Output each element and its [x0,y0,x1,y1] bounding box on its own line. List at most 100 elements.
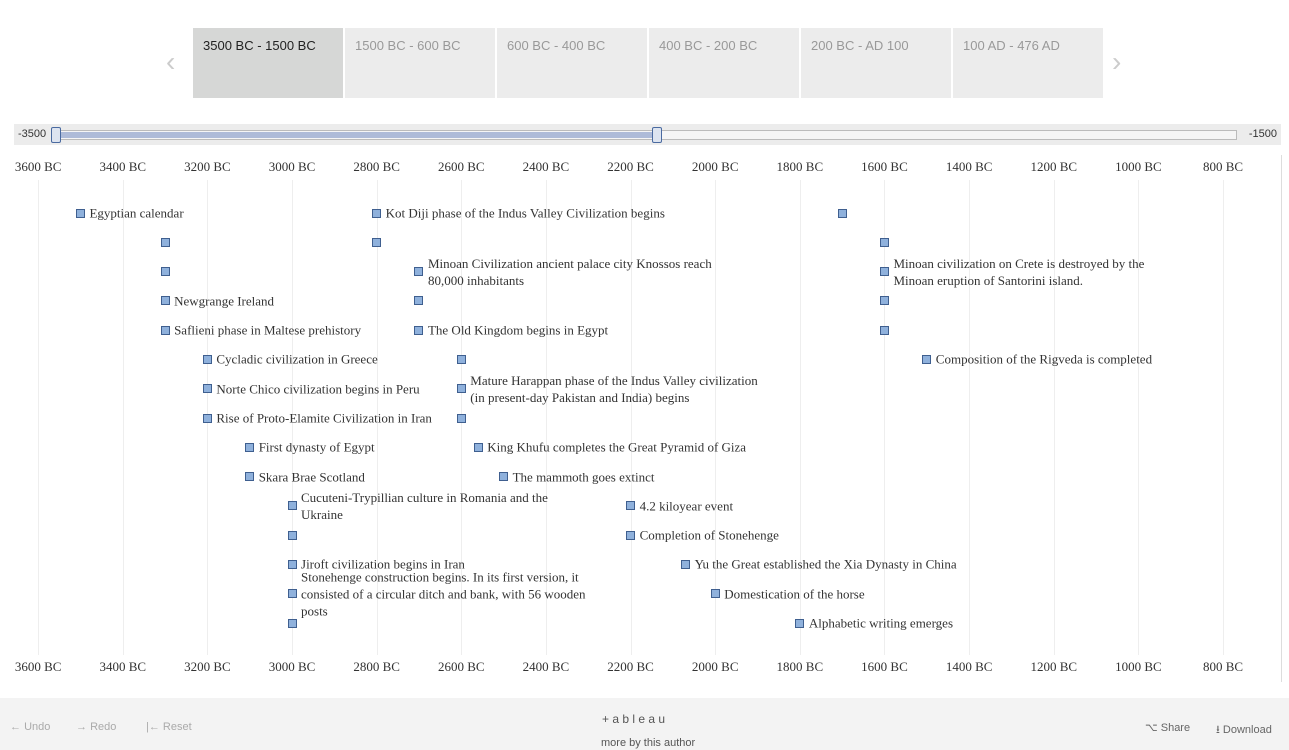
slider-handle[interactable] [51,127,61,143]
event-marker[interactable] [456,354,466,364]
event-marker[interactable] [287,589,297,599]
x-tick-label: 3400 BC [99,159,147,174]
grid-line [1223,180,1225,655]
event-marker[interactable] [837,208,847,218]
event-marker[interactable] [287,618,297,628]
event-marker[interactable] [626,530,636,540]
event-marker[interactable] [160,267,170,277]
event-marker[interactable] [499,472,509,482]
event-label: Egyptian calendar [89,205,184,221]
event-marker[interactable] [202,354,212,364]
share-text: Share [1160,722,1191,734]
event-label: Completion of Stonehenge [639,527,779,543]
event-marker[interactable] [75,208,85,218]
event-marker[interactable] [626,501,636,511]
event-marker[interactable] [879,296,889,306]
event-marker[interactable] [922,354,932,364]
event-label: Composition of the Rigveda is completed [935,351,1153,367]
toolbar [0,698,1289,750]
grid-line [292,180,294,655]
event-marker[interactable] [202,413,212,423]
next-arrow[interactable]: › [1112,46,1122,77]
reset-button[interactable]: |← Reset [146,721,192,733]
grid-line [1053,180,1055,655]
event-marker[interactable] [879,325,889,335]
author-link[interactable]: more by this author [601,737,696,749]
event-marker[interactable] [372,237,382,247]
grid-line [799,180,801,655]
event-marker[interactable] [287,501,297,511]
period-tab[interactable]: 400 BC - 200 BC [649,28,799,98]
event-marker[interactable] [473,442,483,452]
download-button[interactable]: ⭳ Download [1216,724,1272,736]
grid-line [884,180,886,655]
x-tick-label: 3400 BC [99,659,147,674]
event-marker[interactable] [456,413,466,423]
period-tab[interactable]: 100 AD - 476 AD [953,28,1103,98]
x-tick-label: 800 BC [1202,659,1244,674]
x-tick-label: 3200 BC [184,159,231,174]
share-button[interactable]: ⌥ Share [1145,722,1191,734]
event-marker[interactable] [456,384,466,394]
x-tick-label: 1200 BC [1030,659,1078,674]
event-label: Alphabetic writing emerges [808,615,954,631]
x-tick-label: 1600 BC [861,659,908,674]
x-tick-label: 3000 BC [268,159,316,174]
event-label: Saflieni phase in Maltese prehistory [174,322,362,338]
x-tick-label: 2800 BC [353,659,400,674]
event-marker[interactable] [795,618,805,628]
event-marker[interactable] [879,237,889,247]
event-marker[interactable] [287,559,297,569]
grid-line [715,180,717,655]
x-tick-label: 3600 BC [14,159,62,174]
event-marker[interactable] [245,442,255,452]
undo-text: Undo [24,721,51,733]
download-text: Download [1222,724,1272,736]
grid-line [38,180,40,655]
period-tab[interactable]: 3500 BC - 1500 BC [193,28,343,98]
event-label: The Old Kingdom begins in Egypt [427,322,609,338]
x-tick-label: 3000 BC [268,659,316,674]
event-marker[interactable] [710,589,720,599]
undo-button[interactable]: ← Undo [10,721,51,733]
period-tab[interactable]: 200 BC - AD 100 [801,28,951,98]
redo-button[interactable]: → Redo [76,721,117,733]
x-tick-label: 800 BC [1202,159,1244,174]
period-tab[interactable]: 1500 BC - 600 BC [345,28,495,98]
event-marker[interactable] [372,208,382,218]
x-tick-label: 1400 BC [945,659,993,674]
event-marker[interactable] [414,325,424,335]
event-marker[interactable] [414,296,424,306]
event-label: Minoan Civilization ancient palace city … [427,255,712,288]
event-label: King Khufu completes the Great Pyramid o… [487,439,747,455]
grid-line [1138,180,1140,655]
event-marker[interactable] [160,237,170,247]
grid-line [122,180,124,655]
prev-arrow[interactable]: ‹ [166,46,176,77]
grid-line [545,180,547,655]
event-label: Stonehenge construction begins. In its f… [301,569,586,619]
event-label: Minoan civilization on Crete is destroye… [893,255,1145,288]
x-tick-label: 1000 BC [1115,659,1162,674]
event-label: Rise of Proto-Elamite Civilization in Ir… [216,410,432,426]
event-label: Newgrange Ireland [174,293,275,309]
event-marker[interactable] [245,472,255,482]
event-label: The mammoth goes extinct [512,469,655,485]
x-tick-label: 1000 BC [1115,159,1162,174]
event-label: Yu the Great established the Xia Dynasty… [694,556,957,572]
event-marker[interactable] [160,296,170,306]
x-tick-label: 2000 BC [691,659,739,674]
slider-handle[interactable] [652,127,662,143]
event-marker[interactable] [879,267,889,277]
x-tick-label: 2000 BC [691,159,739,174]
event-marker[interactable] [160,325,170,335]
event-marker[interactable] [414,267,424,277]
period-tab[interactable]: 600 BC - 400 BC [497,28,647,98]
event-marker[interactable] [287,530,297,540]
x-tick-label: 2200 BC [607,659,654,674]
event-label: 4.2 kiloyear event [639,498,734,514]
tableau-logo[interactable]: + a b l e a u [602,712,666,726]
event-marker[interactable] [681,559,691,569]
x-tick-label: 2200 BC [607,159,654,174]
event-marker[interactable] [202,384,212,394]
